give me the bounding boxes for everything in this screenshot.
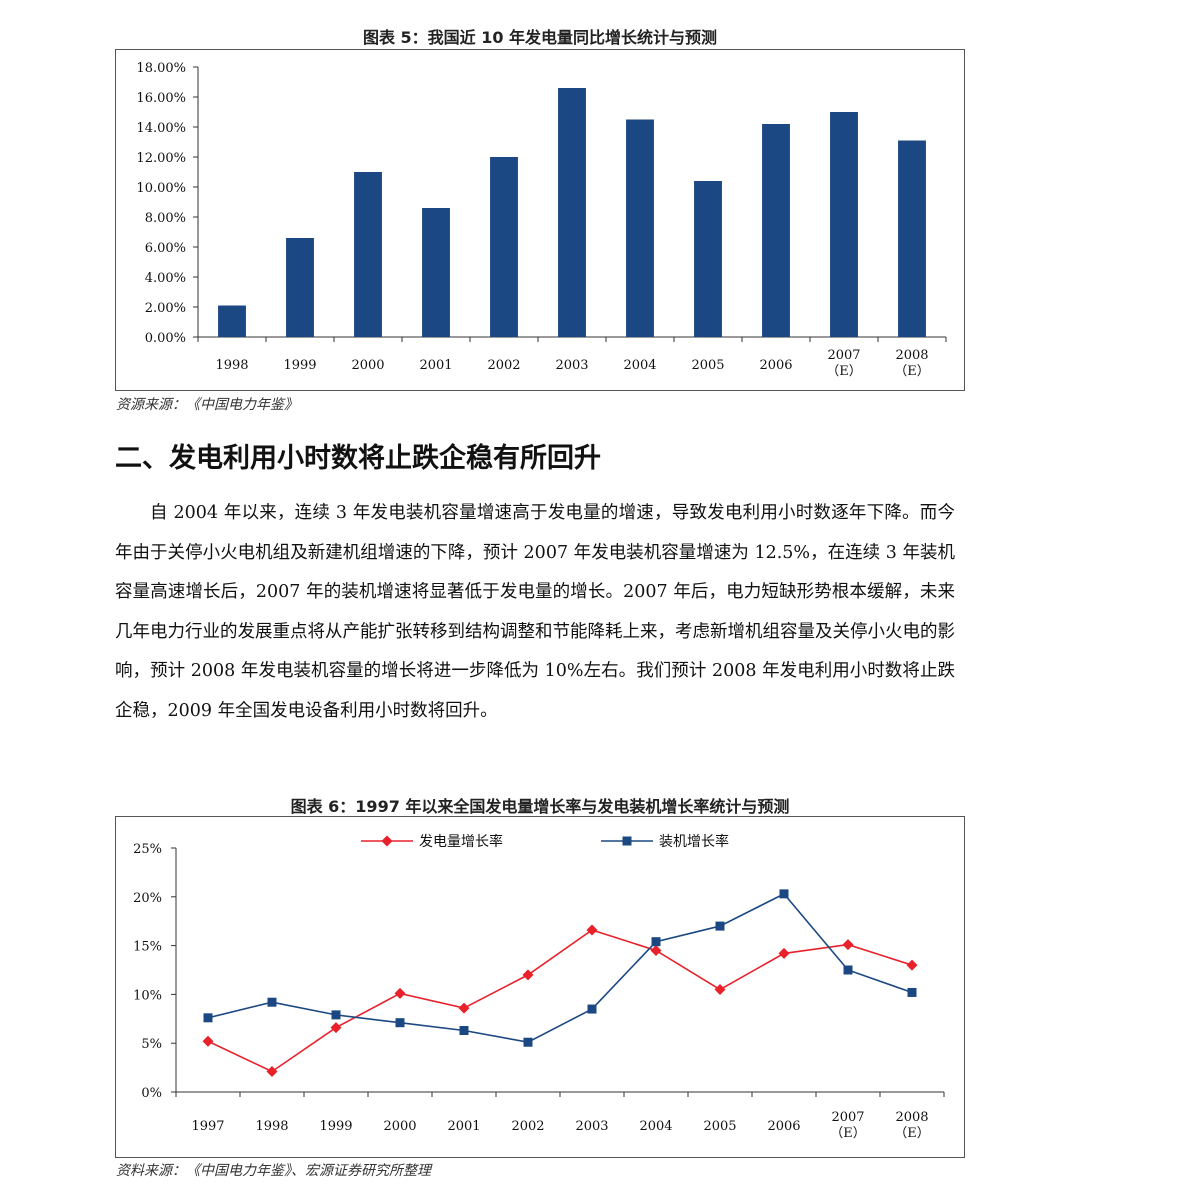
body-paragraph: 自 2004 年以来，连续 3 年发电装机容量增速高于发电量的增速，导致发电利用… [115,503,955,721]
y-tick-label: 4.00% [145,271,186,286]
bar [218,305,246,337]
y-tick-label: 10% [133,988,162,1003]
y-tick-label: 12.00% [136,151,186,166]
bar [490,157,518,337]
data-point [779,889,789,899]
y-tick-label: 16.00% [136,91,186,106]
y-tick-label: 8.00% [145,211,186,226]
x-tick-label: 1998 [255,1119,288,1134]
x-tick-label: 2000 [383,1119,416,1134]
x-tick-label: 2003 [575,1119,608,1134]
x-tick-label: 2008 [895,1110,928,1125]
data-point [330,1022,342,1034]
x-tick-label: 2005 [691,358,724,373]
data-point [714,984,726,996]
figure6-line-chart: 0% 5% 10% 15% 20% 25% 1997 1998 1999 2000 2001 2002… [133,833,945,1141]
bar [626,119,654,337]
series-line [207,929,913,1073]
y-tick-label: 0.00% [145,331,186,346]
x-tick-label: 2002 [511,1119,544,1134]
x-tick-label: 2005 [703,1119,736,1134]
legend-swatch-marker [381,835,393,847]
bar [422,208,450,337]
bar [694,181,722,337]
series-line [207,892,913,1044]
bar [286,238,314,337]
y-tick-label: 20% [133,891,162,906]
bar [354,172,382,337]
x-tick-label: （E） [894,1126,930,1141]
bar [830,112,858,337]
section-heading: 二、发电利用小时数将止跌企稳有所回升 [115,443,601,474]
bar [762,124,790,337]
bar [898,140,926,337]
data-point [651,937,661,947]
data-point [587,1004,597,1014]
y-tick-label: 0% [141,1086,162,1101]
x-tick-label: 2006 [767,1119,800,1134]
data-point [715,921,725,931]
data-point [267,997,277,1007]
data-point [906,959,918,971]
x-tick-label: 2003 [555,358,588,373]
x-tick-label: 2007 [827,348,860,363]
data-point [266,1066,278,1078]
data-point [843,965,853,975]
data-point [842,939,854,951]
data-point [202,1035,214,1047]
data-point [650,944,662,956]
x-tick-label: 2007 [831,1110,864,1125]
legend-label: 发电量增长率 [419,833,503,850]
data-point [394,987,406,999]
figure6-source: 资料来源：《中国电力年鉴》、宏源证券研究所整理 [116,1163,431,1179]
y-tick-label: 25% [133,842,162,857]
bar [558,88,586,337]
figure5-caption: 图表 5：我国近 10 年发电量同比增长统计与预测 [362,28,718,47]
x-tick-label: 1998 [215,358,248,373]
y-tick-label: 5% [141,1037,162,1052]
figure5-bar-chart: 0.00% 2.00% 4.00% 6.00% 8.00% 10.00% 12.00% 14.… [136,61,947,379]
y-tick-label: 15% [133,940,162,955]
y-tick-label: 18.00% [136,61,186,76]
y-tick-label: 2.00% [145,301,186,316]
figure6-caption: 图表 6：1997 年以来全国发电量增长率与发电装机增长率统计与预测 [290,797,790,816]
body-paragraph-block: 自 2004 年以来，连续 3 年发电装机容量增速高于发电量的增速，导致发电利用… [115,494,955,731]
figure5-source: 资源来源：《中国电力年鉴》 [116,397,298,413]
data-point [458,1002,470,1014]
x-tick-label: 2006 [759,358,792,373]
data-point [523,1037,533,1047]
legend-swatch-marker [622,836,632,846]
figure6-chart-frame: 0% 5% 10% 15% 20% 25% 1997 1998 1999 2000 2001 2002… [115,816,965,1158]
y-tick-label: 10.00% [136,181,186,196]
data-point [907,987,917,997]
x-tick-label: 1999 [283,358,316,373]
data-point [203,1013,213,1023]
x-tick-label: 2008 [895,348,928,363]
data-point [522,969,534,981]
data-point [331,1010,341,1020]
y-tick-label: 6.00% [145,241,186,256]
x-tick-label: 2000 [351,358,384,373]
x-tick-label: 2004 [623,358,656,373]
data-point [395,1018,405,1028]
data-point [778,947,790,959]
x-tick-label: （E） [830,1126,866,1141]
figure5-chart-frame: 0.00% 2.00% 4.00% 6.00% 8.00% 10.00% 12.00% 14.… [115,49,965,391]
x-tick-label: 2004 [639,1119,672,1134]
x-tick-label: 2002 [487,358,520,373]
legend-label: 装机增长率 [659,833,729,850]
x-tick-label: （E） [826,364,862,379]
x-tick-label: （E） [894,364,930,379]
x-tick-label: 1999 [319,1119,352,1134]
data-point [586,924,598,936]
x-tick-label: 2001 [419,358,452,373]
x-tick-label: 1997 [191,1119,224,1134]
data-point [459,1026,469,1036]
y-tick-label: 14.00% [136,121,186,136]
x-tick-label: 2001 [447,1119,480,1134]
